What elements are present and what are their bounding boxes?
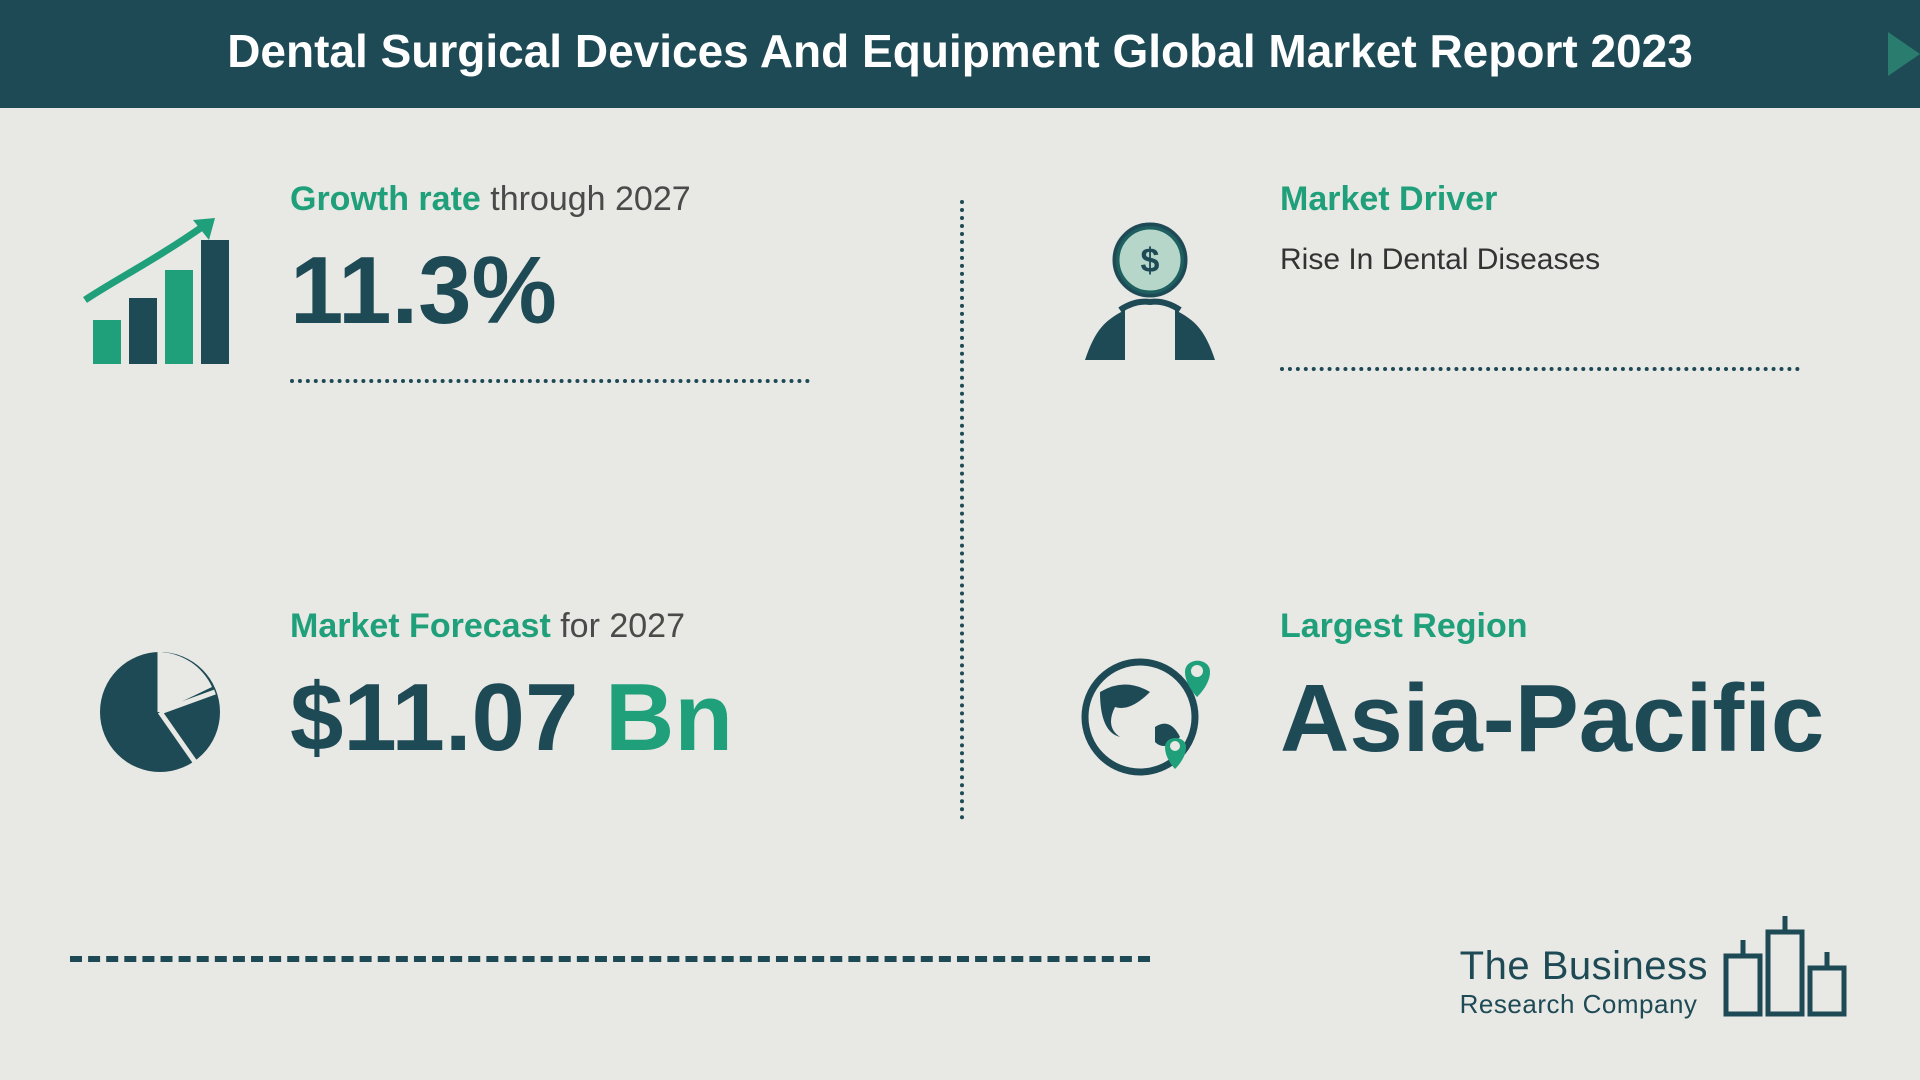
region-label-text: Largest Region xyxy=(1280,607,1527,645)
market-driver-block: $ Market Driver Rise In Dental Diseases xyxy=(1000,150,1850,537)
header-accent-shape xyxy=(1888,32,1920,76)
logo-line2: Research Company xyxy=(1460,989,1708,1020)
growth-divider xyxy=(290,379,810,383)
region-text: Largest Region Asia-Pacific xyxy=(1280,607,1850,768)
market-forecast-block: Market Forecast for 2027 $11.07 Bn xyxy=(70,577,920,951)
growth-chart-icon xyxy=(70,180,250,380)
growth-value: 11.3% xyxy=(290,243,920,339)
growth-text: Growth rate through 2027 11.3% xyxy=(290,180,920,383)
largest-region-block: Largest Region Asia-Pacific xyxy=(1000,577,1850,951)
growth-label-accent: Growth rate xyxy=(290,180,481,218)
region-value: Asia-Pacific xyxy=(1280,670,1850,768)
report-title: Dental Surgical Devices And Equipment Gl… xyxy=(227,25,1693,77)
logo-line1: The Business xyxy=(1460,944,1708,989)
driver-label-text: Market Driver xyxy=(1280,180,1497,218)
bottom-dashed-line xyxy=(70,956,1150,962)
pie-chart-icon xyxy=(70,607,250,787)
forecast-label-accent: Market Forecast xyxy=(290,607,551,645)
globe-pin-icon xyxy=(1060,607,1240,797)
growth-label-muted: through 2027 xyxy=(490,180,690,218)
driver-text-box: Market Driver Rise In Dental Diseases xyxy=(1280,180,1850,371)
company-logo: The Business Research Company xyxy=(1460,910,1850,1020)
forecast-value-main: $11.07 xyxy=(290,664,578,771)
growth-label: Growth rate through 2027 xyxy=(290,180,920,219)
driver-label: Market Driver xyxy=(1280,180,1850,219)
metrics-grid: Growth rate through 2027 11.3% $ Market … xyxy=(70,150,1850,950)
money-hands-icon: $ xyxy=(1060,180,1240,380)
forecast-text: Market Forecast for 2027 $11.07 Bn xyxy=(290,607,920,766)
forecast-value: $11.07 Bn xyxy=(290,670,920,766)
region-label: Largest Region xyxy=(1280,607,1850,646)
svg-text:$: $ xyxy=(1141,242,1160,280)
driver-description: Rise In Dental Diseases xyxy=(1280,243,1850,277)
forecast-label-muted: for 2027 xyxy=(560,607,685,645)
growth-rate-block: Growth rate through 2027 11.3% xyxy=(70,150,920,537)
forecast-label: Market Forecast for 2027 xyxy=(290,607,920,646)
forecast-value-unit: Bn xyxy=(605,664,733,771)
driver-divider xyxy=(1280,367,1800,371)
logo-text: The Business Research Company xyxy=(1460,944,1708,1020)
logo-buildings-icon xyxy=(1720,910,1850,1020)
report-header: Dental Surgical Devices And Equipment Gl… xyxy=(0,0,1920,108)
